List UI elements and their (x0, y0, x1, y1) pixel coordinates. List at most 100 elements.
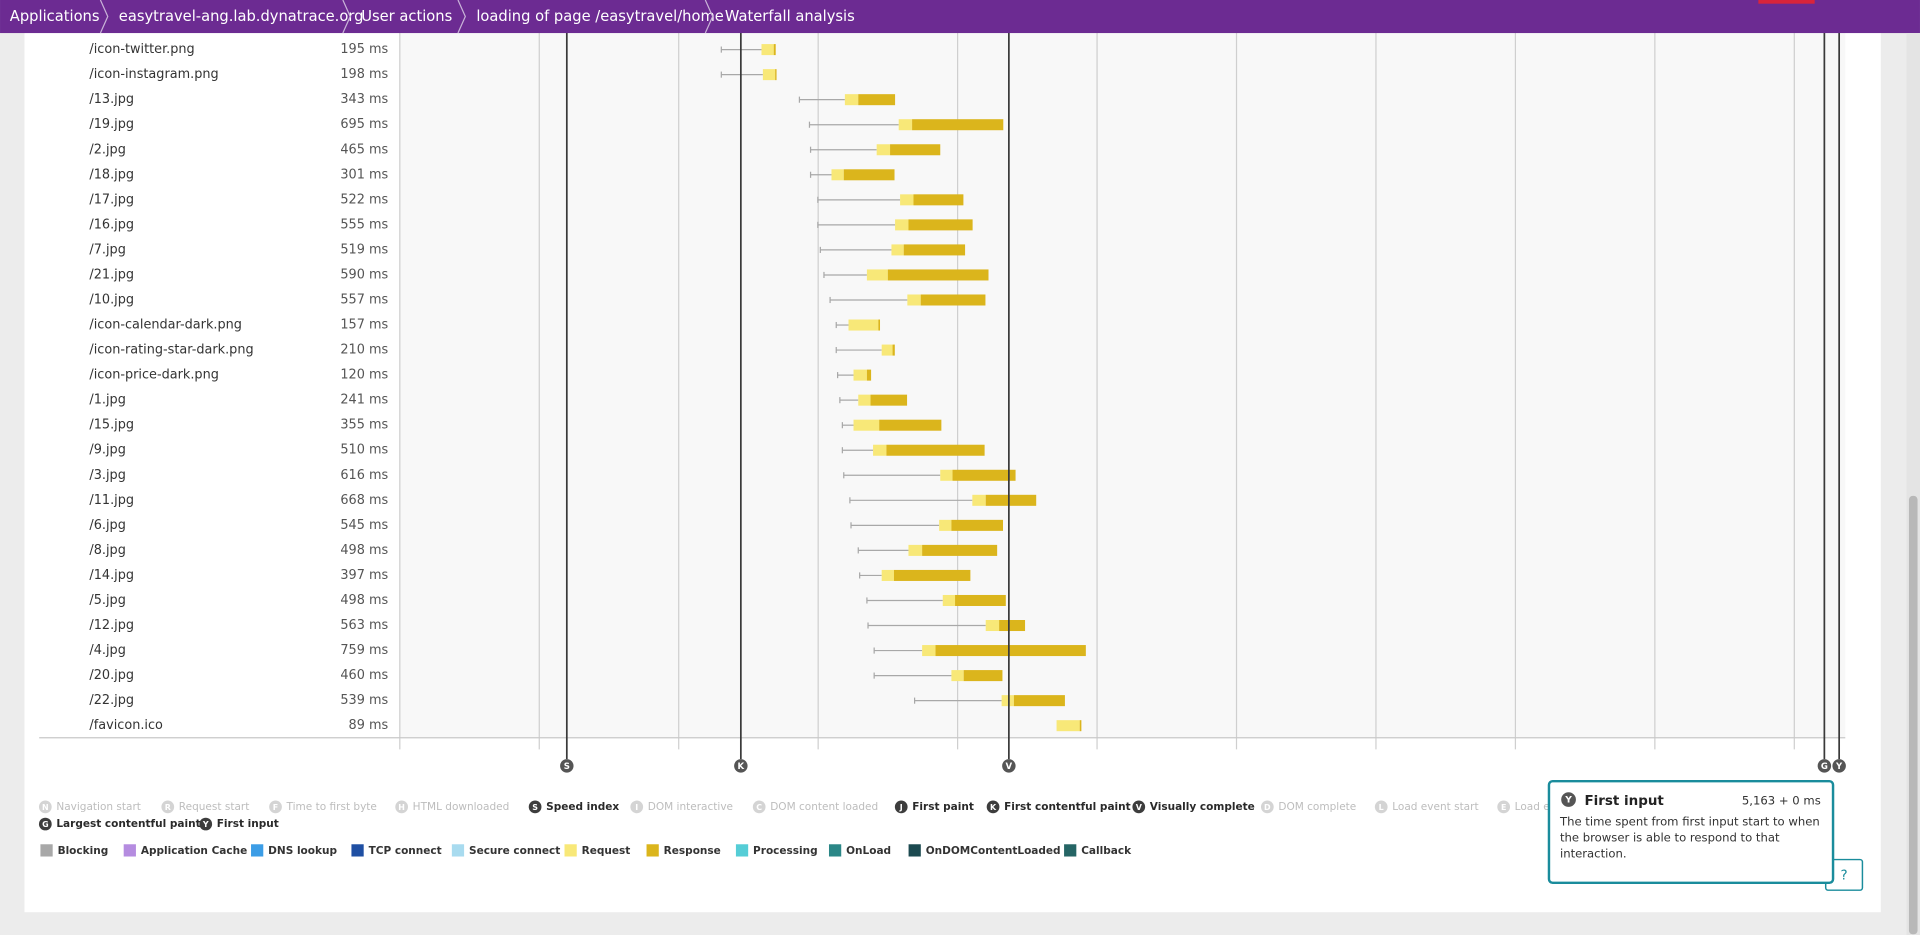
milestone-badge[interactable] (395, 800, 409, 814)
resource-name[interactable]: /19.jpg (89, 117, 134, 132)
resource-name[interactable]: /8.jpg (89, 543, 125, 558)
milestone-label[interactable]: First contentful paint (1004, 801, 1131, 813)
milestone-label[interactable]: Load event start (1392, 801, 1478, 813)
resource-name[interactable]: /7.jpg (89, 242, 125, 257)
resource-name[interactable]: /18.jpg (89, 167, 134, 182)
resource-name[interactable]: /3.jpg (89, 468, 125, 483)
milestone-badge[interactable] (986, 800, 1000, 814)
milestone-label[interactable]: Time to first byte (286, 801, 377, 813)
resource-duration: 198 ms (340, 67, 388, 82)
breadcrumb-item[interactable]: easytravel-ang.lab.dynatrace.org (119, 8, 364, 25)
milestone-badge[interactable] (269, 800, 282, 814)
resource-name[interactable]: /17.jpg (89, 192, 134, 207)
resource-name[interactable]: /12.jpg (89, 618, 134, 633)
resource-name[interactable]: /icon-rating-star-dark.png (89, 343, 253, 358)
resource-name[interactable]: /2.jpg (89, 142, 125, 157)
response-bar (892, 344, 895, 356)
milestone-badge[interactable] (752, 800, 766, 814)
resource-duration: 89 ms (349, 718, 389, 733)
resource-name[interactable]: /5.jpg (89, 593, 125, 608)
milestone-badge[interactable] (1497, 800, 1511, 814)
scrollbar-thumb[interactable] (1908, 495, 1918, 935)
marker-letter[interactable]: S (564, 762, 570, 772)
milestone-label[interactable]: Navigation start (56, 801, 141, 813)
milestone-letter[interactable]: J (899, 803, 903, 812)
milestone-badge[interactable] (1132, 800, 1146, 814)
milestone-letter[interactable]: E (1501, 803, 1506, 812)
milestone-letter[interactable]: I (635, 803, 638, 812)
milestone-letter[interactable]: R (165, 803, 171, 812)
resource-name[interactable]: /icon-twitter.png (89, 42, 194, 57)
marker-letter[interactable]: V (1006, 762, 1013, 772)
resource-name[interactable]: /icon-price-dark.png (89, 368, 218, 383)
milestone-letter[interactable]: V (1136, 803, 1143, 812)
breadcrumb-item[interactable]: loading of page /easytravel/home (476, 8, 723, 25)
milestone-letter[interactable]: L (1379, 803, 1384, 812)
resource-name[interactable]: /13.jpg (89, 92, 134, 107)
milestone-badge[interactable] (161, 800, 175, 814)
milestone-badge[interactable] (38, 800, 52, 814)
milestone-label[interactable]: DOM interactive (648, 801, 733, 813)
resource-name[interactable]: /22.jpg (89, 693, 134, 708)
request-bar (881, 569, 894, 581)
breadcrumb-chevron (99, 0, 109, 34)
milestone-badge[interactable] (38, 817, 52, 831)
milestone-letter[interactable]: K (990, 803, 997, 812)
milestone-label[interactable]: Largest contentful paint (56, 818, 200, 830)
resource-name[interactable]: /15.jpg (89, 418, 134, 433)
milestone-letter[interactable]: H (398, 803, 405, 812)
response-bar (999, 620, 1026, 632)
milestone-letter[interactable]: Y (202, 820, 209, 829)
milestone-letter[interactable]: F (273, 803, 278, 812)
response-bar (775, 69, 777, 81)
milestone-letter[interactable]: C (756, 803, 762, 812)
milestone-badge[interactable] (528, 800, 542, 814)
resource-name[interactable]: /21.jpg (89, 267, 134, 282)
milestone-badge[interactable] (199, 817, 213, 831)
milestone-badge[interactable] (630, 800, 644, 814)
marker-badge[interactable] (560, 759, 574, 773)
resource-name[interactable]: /1.jpg (89, 393, 125, 408)
marker-badge[interactable] (1832, 759, 1846, 773)
milestone-label[interactable]: DOM content loaded (770, 801, 878, 813)
marker-letter[interactable]: Y (1835, 762, 1843, 772)
resource-name[interactable]: /icon-calendar-dark.png (89, 318, 242, 333)
milestone-badge[interactable] (1374, 800, 1388, 814)
marker-letter[interactable]: G (1821, 762, 1828, 772)
breadcrumb-item[interactable]: Applications (10, 8, 100, 25)
resource-name[interactable]: /6.jpg (89, 518, 125, 533)
milestone-label[interactable]: Speed index (546, 801, 619, 813)
resource-name[interactable]: /20.jpg (89, 668, 134, 683)
milestone-label[interactable]: HTML downloaded (413, 801, 510, 813)
milestone-letter[interactable]: G (42, 820, 49, 829)
resource-name[interactable]: /icon-instagram.png (89, 67, 218, 82)
response-bar (963, 670, 1003, 682)
legend-label: Application Cache (141, 845, 247, 857)
breadcrumb-item[interactable]: Waterfall analysis (725, 8, 855, 25)
resource-name[interactable]: /4.jpg (89, 643, 125, 658)
milestone-badge[interactable] (894, 800, 908, 814)
resource-name[interactable]: /14.jpg (89, 568, 134, 583)
tooltip-title: First input (1584, 794, 1664, 809)
resource-name[interactable]: /9.jpg (89, 443, 125, 458)
milestone-letter[interactable]: S (532, 803, 538, 812)
resource-name[interactable]: /10.jpg (89, 292, 134, 307)
marker-letter[interactable]: K (738, 762, 745, 772)
milestone-label[interactable]: Visually complete (1150, 801, 1255, 813)
marker-badge[interactable] (1002, 759, 1016, 773)
milestone-badge[interactable] (1260, 800, 1274, 814)
resource-name[interactable]: /11.jpg (89, 493, 134, 508)
milestone-letter[interactable]: D (1264, 803, 1271, 812)
milestone-label[interactable]: First paint (912, 801, 974, 813)
resource-name[interactable]: /16.jpg (89, 217, 134, 232)
milestone-label[interactable]: Request start (179, 801, 250, 813)
milestone-letter[interactable]: N (42, 803, 49, 812)
milestone-label[interactable]: First input (217, 818, 279, 830)
help-label[interactable]: ? (1840, 868, 1847, 883)
resource-name[interactable]: /favicon.ico (89, 718, 163, 733)
breadcrumb-item[interactable]: User actions (361, 8, 452, 25)
milestone-label[interactable]: DOM complete (1278, 801, 1356, 813)
marker-badge[interactable] (1817, 759, 1832, 773)
marker-badge[interactable] (734, 759, 748, 773)
